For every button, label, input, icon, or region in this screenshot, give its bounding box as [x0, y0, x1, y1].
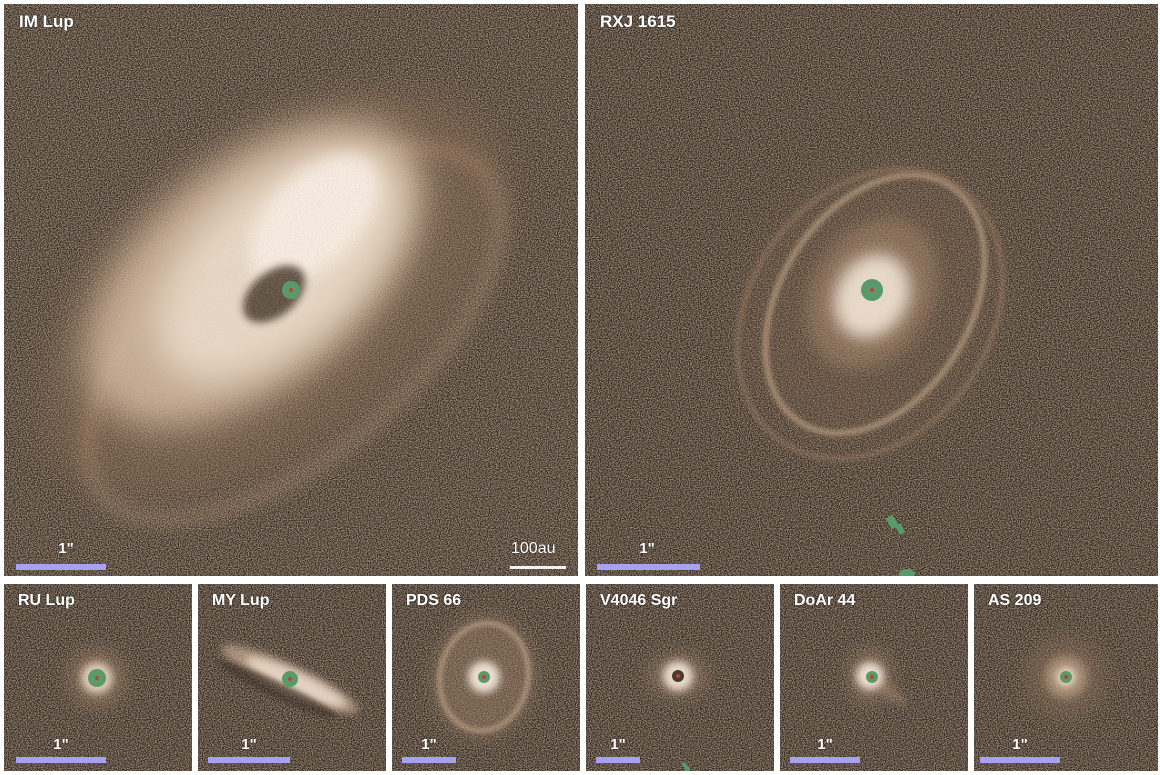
star-marker-icon: [870, 288, 874, 292]
star-marker-icon: [676, 674, 680, 678]
scale-label-arcsec: 1": [421, 736, 437, 753]
my-lup-image: [198, 584, 386, 771]
scale-bar-arcsec: [597, 564, 700, 570]
scale-bar-arcsec: [402, 757, 456, 763]
panel-ru-lup: RU Lup 1": [4, 584, 192, 771]
scale-bar-arcsec: [16, 564, 106, 570]
mask-fragment-icon: [885, 514, 899, 530]
scale-label-arcsec: 1": [817, 736, 833, 753]
im-lup-image: [4, 4, 578, 576]
panel-as-209: AS 209 1": [974, 584, 1158, 771]
panel-title: IM Lup: [19, 12, 74, 31]
scale-bar-arcsec: [208, 757, 290, 763]
panel-v4046-sgr: V4046 Sgr 1": [586, 584, 774, 771]
star-marker-icon: [95, 676, 99, 680]
v4046-sgr-image: [586, 584, 774, 771]
star-marker-icon: [482, 675, 486, 679]
panel-title: AS 209: [988, 592, 1042, 609]
scale-bar-au: [510, 566, 566, 569]
panel-title: RXJ 1615: [600, 12, 676, 31]
scale-bar-arcsec: [790, 757, 860, 763]
scale-label-arcsec: 1": [241, 736, 257, 753]
star-marker-icon: [1064, 675, 1068, 679]
star-marker-icon: [870, 675, 874, 679]
panel-title: PDS 66: [406, 592, 462, 609]
scale-label-au: 100au: [511, 540, 556, 557]
mask-fragment-icon: [899, 569, 915, 576]
doar-44-image: [780, 584, 968, 771]
panel-im-lup: IM Lup 1" 100au: [4, 4, 578, 576]
panel-rxj-1615: RXJ 1615 1": [585, 4, 1158, 576]
scale-label-arcsec: 1": [639, 540, 655, 557]
panel-my-lup: MY Lup 1": [198, 584, 386, 771]
panel-title: RU Lup: [18, 592, 75, 609]
star-marker-icon: [288, 677, 292, 681]
panel-title: DoAr 44: [794, 592, 856, 609]
pds-66-image: [392, 584, 580, 771]
ru-lup-image: [4, 584, 192, 771]
scale-label-arcsec: 1": [610, 736, 626, 753]
panel-title: MY Lup: [212, 592, 270, 609]
scale-label-arcsec: 1": [58, 540, 74, 557]
scale-bar-arcsec: [16, 757, 106, 763]
scale-bar-arcsec: [980, 757, 1060, 763]
as-209-image: [974, 584, 1158, 771]
rxj-1615-image: [585, 4, 1158, 576]
star-marker-icon: [289, 288, 293, 292]
panel-pds-66: PDS 66 1": [392, 584, 580, 771]
scale-label-arcsec: 1": [1012, 736, 1028, 753]
scale-label-arcsec: 1": [53, 736, 69, 753]
panel-title: V4046 Sgr: [600, 592, 678, 609]
mask-fragment-icon: [681, 761, 691, 771]
panel-doar-44: DoAr 44 1": [780, 584, 968, 771]
scale-bar-arcsec: [596, 757, 640, 763]
mask-fragment-icon: [894, 523, 906, 535]
